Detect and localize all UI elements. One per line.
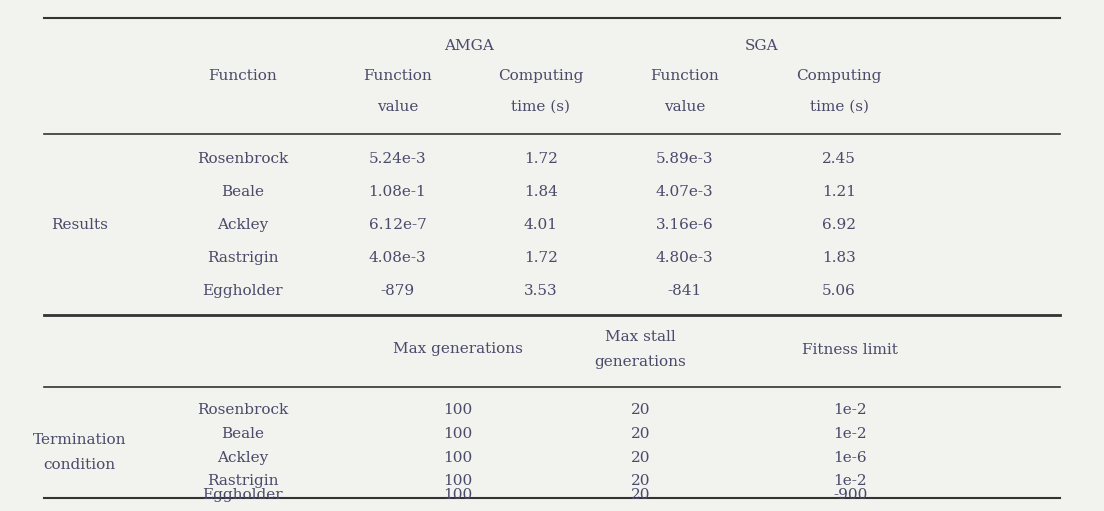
Text: Function: Function <box>363 69 432 83</box>
Text: time (s): time (s) <box>511 100 571 114</box>
Text: Ackley: Ackley <box>217 218 268 232</box>
Text: AMGA: AMGA <box>444 39 495 53</box>
Text: 1.72: 1.72 <box>524 152 558 166</box>
Text: condition: condition <box>43 458 116 472</box>
Text: Max stall: Max stall <box>605 330 676 344</box>
Text: 100: 100 <box>444 403 473 417</box>
Text: 100: 100 <box>444 474 473 488</box>
Text: Fitness limit: Fitness limit <box>803 342 898 357</box>
Text: 20: 20 <box>630 488 650 502</box>
Text: 20: 20 <box>630 403 650 417</box>
Text: time (s): time (s) <box>809 100 869 114</box>
Text: 100: 100 <box>444 488 473 502</box>
Text: -841: -841 <box>667 284 702 298</box>
Text: Rosenbrock: Rosenbrock <box>198 152 288 166</box>
Text: Computing: Computing <box>796 69 882 83</box>
Text: Max generations: Max generations <box>393 342 523 357</box>
Text: 3.53: 3.53 <box>524 284 558 298</box>
Text: 3.16e-6: 3.16e-6 <box>656 218 713 232</box>
Text: 1.83: 1.83 <box>822 251 856 265</box>
Text: 1e-2: 1e-2 <box>834 427 867 441</box>
Text: Eggholder: Eggholder <box>202 488 284 502</box>
Text: -879: -879 <box>381 284 414 298</box>
Text: 4.01: 4.01 <box>524 218 558 232</box>
Text: value: value <box>664 100 705 114</box>
Text: 100: 100 <box>444 427 473 441</box>
Text: 1.08e-1: 1.08e-1 <box>369 185 426 199</box>
Text: 1e-2: 1e-2 <box>834 403 867 417</box>
Text: 5.89e-3: 5.89e-3 <box>656 152 713 166</box>
Text: Rastrigin: Rastrigin <box>208 251 278 265</box>
Text: SGA: SGA <box>745 39 778 53</box>
Text: 20: 20 <box>630 474 650 488</box>
Text: 1e-6: 1e-6 <box>834 451 867 465</box>
Text: Function: Function <box>209 69 277 83</box>
Text: 1.84: 1.84 <box>524 185 558 199</box>
Text: Eggholder: Eggholder <box>202 284 284 298</box>
Text: 4.80e-3: 4.80e-3 <box>656 251 713 265</box>
Text: 6.92: 6.92 <box>822 218 856 232</box>
Text: 6.12e-7: 6.12e-7 <box>369 218 426 232</box>
Text: 5.24e-3: 5.24e-3 <box>369 152 426 166</box>
Text: 20: 20 <box>630 427 650 441</box>
Text: 4.08e-3: 4.08e-3 <box>369 251 426 265</box>
Text: Function: Function <box>650 69 719 83</box>
Text: Ackley: Ackley <box>217 451 268 465</box>
Text: 5.06: 5.06 <box>822 284 856 298</box>
Text: 20: 20 <box>630 451 650 465</box>
Text: 4.07e-3: 4.07e-3 <box>656 185 713 199</box>
Text: Rosenbrock: Rosenbrock <box>198 403 288 417</box>
Text: 1e-2: 1e-2 <box>834 474 867 488</box>
Text: generations: generations <box>594 355 687 369</box>
Text: 2.45: 2.45 <box>822 152 856 166</box>
Text: Beale: Beale <box>222 427 264 441</box>
Text: 1.72: 1.72 <box>524 251 558 265</box>
Text: Results: Results <box>51 218 108 232</box>
Text: -900: -900 <box>832 488 868 502</box>
Text: Termination: Termination <box>33 433 126 447</box>
Text: Rastrigin: Rastrigin <box>208 474 278 488</box>
Text: 1.21: 1.21 <box>822 185 856 199</box>
Text: 100: 100 <box>444 451 473 465</box>
Text: Beale: Beale <box>222 185 264 199</box>
Text: value: value <box>376 100 418 114</box>
Text: Computing: Computing <box>498 69 584 83</box>
